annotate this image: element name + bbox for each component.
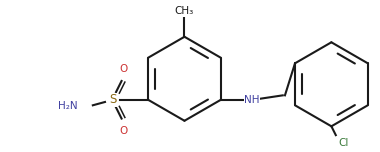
Text: S: S xyxy=(109,93,116,106)
Text: NH: NH xyxy=(244,95,260,105)
Text: CH₃: CH₃ xyxy=(175,6,194,16)
Text: O: O xyxy=(120,126,128,136)
Text: H₂N: H₂N xyxy=(58,101,78,111)
Text: O: O xyxy=(120,64,128,74)
Text: Cl: Cl xyxy=(338,138,349,148)
